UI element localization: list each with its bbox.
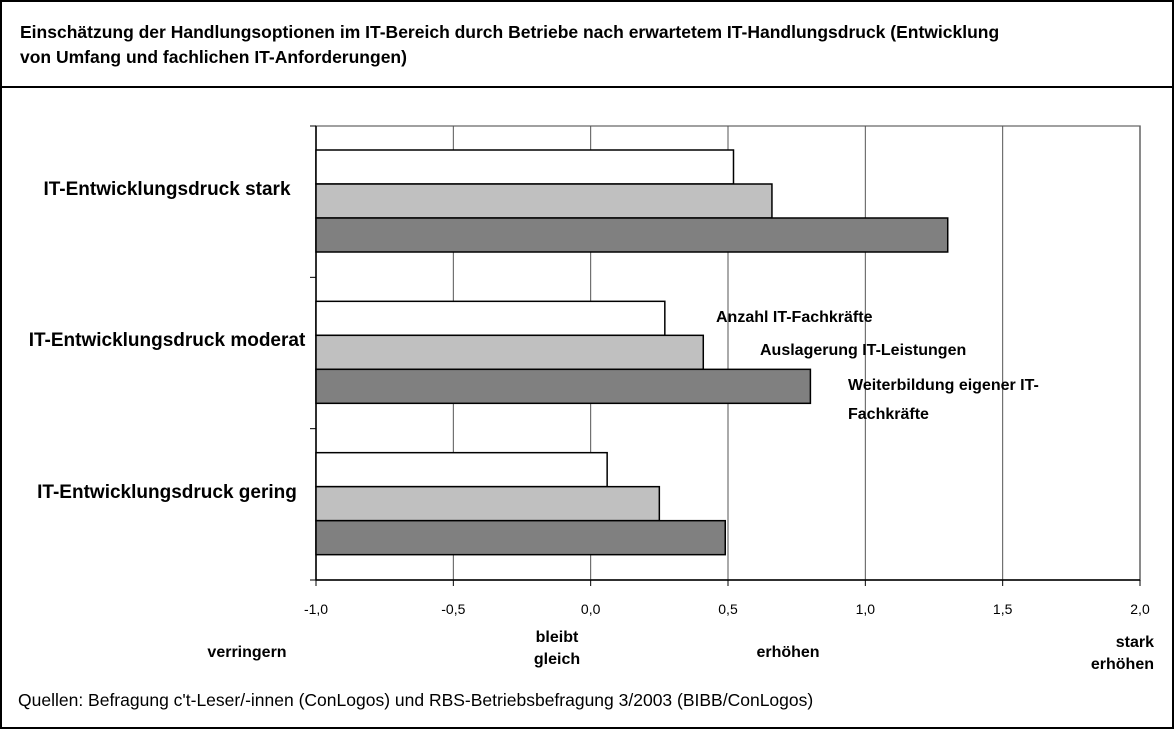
x-tick-label: 1,5: [993, 601, 1013, 617]
scale-label: bleibt gleich: [533, 629, 581, 668]
category-label: IT-Entwicklungsdruck stark: [43, 179, 291, 200]
title-separator: [2, 86, 1172, 88]
bar: [315, 149, 735, 185]
category-label: IT-Entwicklungsdruck moderat: [28, 330, 306, 352]
chart-title: Einschätzung der Handlungsoptionen im IT…: [20, 22, 1000, 67]
scale-label: erhöhen: [756, 644, 820, 661]
legend-label: Auslagerung IT-Leistungen: [760, 342, 967, 359]
bar: [315, 334, 705, 371]
scale-label: verringern: [207, 644, 287, 661]
bar: [315, 217, 949, 253]
x-tick-label: 2,0: [1130, 601, 1150, 617]
x-tick-label: -1,0: [304, 601, 328, 617]
bar: [315, 183, 773, 219]
legend-label: Anzahl IT-Fachkräfte: [716, 309, 873, 326]
x-tick-label: 0,0: [581, 601, 601, 617]
category-label: IT-Entwicklungsdruck gering: [37, 481, 297, 503]
x-tick-label: 0,5: [718, 601, 738, 617]
source-note: Quellen: Befragung c't-Leser/-innen (Con…: [18, 690, 814, 710]
scale-label: stark erhöhen: [1090, 634, 1154, 673]
bar: [315, 300, 666, 337]
bar: [315, 485, 661, 522]
x-tick-label: -0,5: [441, 601, 465, 617]
bar: [315, 451, 608, 488]
bar: [315, 519, 727, 556]
legend-label: Weiterbildung eigener IT-Fachkräfte: [848, 377, 1039, 423]
bar: [315, 368, 812, 405]
x-tick-label: 1,0: [856, 601, 876, 617]
